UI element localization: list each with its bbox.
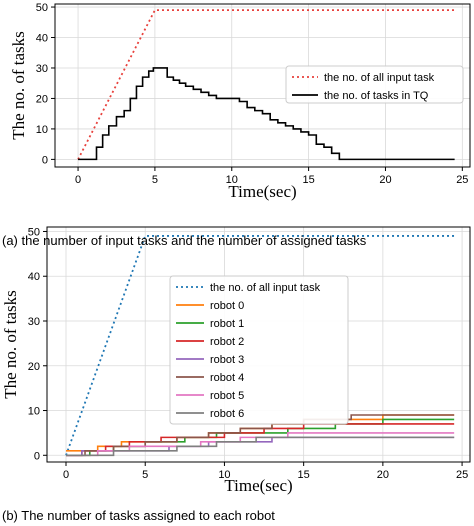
y-tick-label-0: 0	[34, 450, 40, 462]
legend-label-4: robot 3	[210, 354, 244, 366]
y-axis-title: The no. of tasks	[1, 290, 20, 399]
x-tick-label-5: 25	[456, 469, 468, 481]
legend-label-0: the no. of all input task	[210, 282, 321, 294]
y-tick-label-5: 50	[36, 2, 48, 14]
legend-label-6: robot 5	[210, 390, 244, 402]
chart-a: 0 5 10 15 20 25 0 10 20 30 40 50 Time(sec) The no. of…	[9, 2, 471, 201]
x-tick-label-0: 0	[75, 174, 81, 186]
x-axis-title: Time(sec)	[224, 476, 292, 495]
caption-b: (b) The number of tasks assigned to each…	[2, 508, 275, 523]
legend-label-1: robot 0	[210, 300, 244, 312]
x-tick-label-3: 15	[298, 469, 310, 481]
x-tick-label-2: 10	[218, 469, 230, 481]
series-line-1	[78, 67, 455, 161]
series-line-7	[66, 436, 455, 457]
y-tick-label-4: 40	[28, 271, 40, 283]
plot-frame	[54, 3, 471, 168]
chart-b: 0 5 10 15 20 25 0 10 20 30 40 50 Time(sec) The no. of…	[1, 226, 471, 495]
x-tick-label-1: 5	[142, 469, 148, 481]
y-tick-label-0: 0	[42, 154, 48, 166]
y-tick-label-3: 30	[28, 316, 40, 328]
x-tick-label-3: 15	[302, 174, 314, 186]
y-tick-label-4: 40	[36, 33, 48, 45]
x-tick-label-5: 25	[456, 174, 468, 186]
legend: the no. of all input task the no. of task…	[285, 65, 464, 104]
legend-label-7: robot 6	[210, 408, 244, 420]
x-axis-title: Time(sec)	[228, 182, 296, 201]
legend: the no. of all input task robot 0 robot 1 r…	[169, 275, 349, 425]
series-line-0	[77, 9, 455, 160]
legend-label-2: robot 1	[210, 318, 244, 330]
legend-label-0: the no. of all input task	[324, 72, 435, 84]
x-tick-label-2: 10	[226, 174, 238, 186]
plot-frame	[46, 226, 471, 463]
legend-label-1: the no. of tasks in TQ	[324, 90, 429, 102]
x-tick-label-4: 20	[377, 469, 389, 481]
y-tick-label-3: 30	[36, 63, 48, 75]
y-tick-label-5: 50	[28, 226, 40, 238]
legend-label-5: robot 4	[210, 372, 244, 384]
caption-a: (a) the number of input tasks and the nu…	[2, 233, 367, 248]
x-tick-label-1: 5	[152, 174, 158, 186]
y-tick-label-1: 10	[28, 406, 40, 418]
series-line-6	[66, 432, 455, 457]
legend-label-3: robot 2	[210, 336, 244, 348]
x-tick-label-0: 0	[63, 469, 69, 481]
y-tick-label-2: 20	[28, 361, 40, 373]
y-axis-title: The no. of tasks	[9, 31, 28, 140]
legend-box	[169, 275, 349, 425]
y-tick-label-2: 20	[36, 93, 48, 105]
y-tick-label-1: 10	[36, 124, 48, 136]
legend-box	[285, 65, 464, 104]
x-tick-label-4: 20	[379, 174, 391, 186]
